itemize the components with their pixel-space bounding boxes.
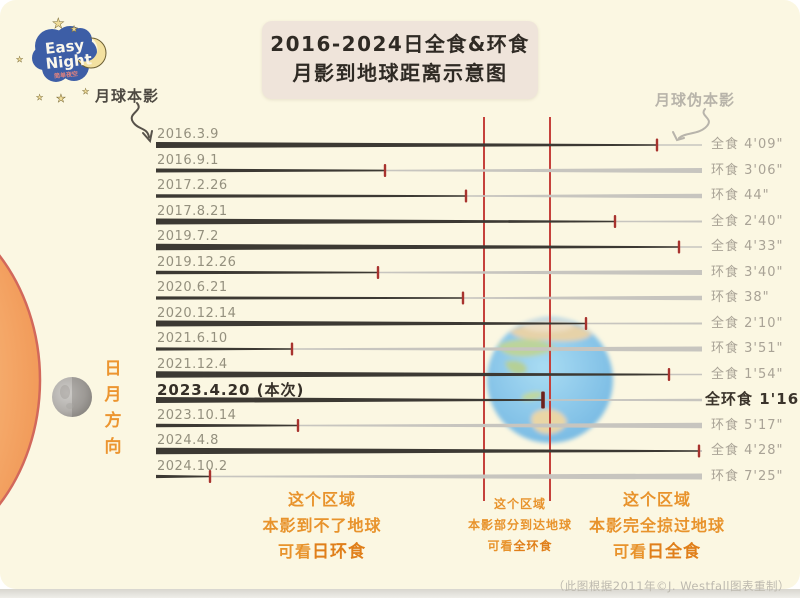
shadow-bars-layer: [156, 138, 702, 483]
umbra-tip-tick: [584, 317, 588, 330]
umbra-bar: [156, 218, 615, 225]
region-annotation-total: 这个区域 本影完全掠过地球 可看日全食: [588, 490, 725, 562]
umbra-bar: [156, 397, 543, 403]
antumbra-bar: [292, 346, 702, 352]
direction-label: 日 月 方 向: [104, 359, 122, 457]
umbra-label: 月球本影: [95, 87, 160, 105]
row-result-label: 全食 4'09": [711, 137, 784, 152]
umbra-bar: [156, 474, 210, 479]
row-date-label: 2017.2.26: [157, 178, 228, 193]
row-date-label: 2024.4.8: [157, 433, 219, 448]
row-date-label: 2016.3.9: [157, 127, 219, 142]
row-date-label: 2017.8.21: [157, 203, 228, 219]
row-result-label: 全环食 1'16": [705, 390, 800, 408]
umbra-tip-tick: [208, 470, 212, 483]
region-annotation-hybrid: 这个区域 本影部分到达地球 可看全环食: [467, 497, 572, 553]
umbra-bar: [156, 168, 385, 173]
umbra-bar: [156, 347, 292, 351]
row-result-label: 全食 4'28": [711, 443, 784, 458]
umbra-tip-tick: [383, 164, 387, 177]
umbra-bar: [156, 270, 378, 275]
row-date-label: 2020.6.21: [157, 280, 228, 295]
umbra-tip-tick: [655, 138, 659, 152]
umbra-tip-tick: [613, 215, 617, 228]
logo-star-icon: ★: [52, 16, 65, 32]
row-result-label: 环食 5'17": [711, 417, 784, 433]
row-result-label: 全食 2'10": [711, 315, 784, 331]
credit-note: （此图根据2011年©J. Westfall图表重制）: [552, 579, 790, 593]
row-result-label: 环食 3'06": [711, 162, 784, 178]
title-line-2: 月影到地球距离示意图: [292, 61, 508, 85]
sun-illustration: [0, 254, 42, 506]
umbra-tip-tick: [296, 419, 300, 432]
logo-star-icon: ★: [16, 55, 23, 64]
region-boundary-line-earth-center: [549, 117, 551, 501]
umbra-bar: [156, 447, 699, 455]
antumbra-bar: [679, 246, 702, 248]
antumbra-bar: [657, 144, 702, 146]
row-result-label: 环食 38": [711, 290, 770, 305]
umbra-bar: [156, 320, 586, 327]
row-result-label: 环食 7'25": [711, 468, 784, 484]
umbra-bar: [156, 243, 679, 251]
region-annotation-annular: 这个区域 本影到不了地球 可看日环食: [262, 490, 382, 562]
row-date-label: 2020.12.14: [157, 305, 237, 321]
logo-star-icon: ★: [70, 25, 78, 35]
antumbra-bar: [463, 295, 702, 301]
antumbra-bar: [586, 322, 702, 325]
antumbra-bar: [385, 168, 702, 173]
row-result-label: 环食 3'51": [711, 341, 784, 356]
logo-star-icon: ★: [56, 92, 66, 105]
umbra-tip-tick: [541, 391, 545, 409]
row-date-label: 2021.12.4: [157, 356, 228, 372]
moon-illustration: [52, 377, 92, 417]
logo-star-icon: ★: [36, 93, 43, 102]
row-date-label: 2023.4.20 (本次): [157, 381, 305, 399]
logo-star-icon: ★: [82, 87, 89, 96]
row-date-label: 2021.6.10: [157, 331, 228, 346]
umbra-tip-tick: [461, 291, 465, 305]
umbra-arrow-icon: [130, 102, 153, 144]
antumbra-label: 月球伪本影: [655, 91, 736, 109]
antumbra-bar: [669, 373, 702, 376]
row-date-label: 2024.10.2: [157, 458, 228, 474]
row-date-label: 2023.10.14: [157, 407, 237, 423]
easy-night-logo: ★ ★ ★ ★ ★ ★ Easy Night 简单夜空: [16, 16, 107, 105]
umbra-bar: [156, 371, 669, 378]
umbra-tip-tick: [464, 189, 468, 203]
umbra-bar: [156, 194, 466, 198]
umbra-tip-tick: [667, 368, 671, 381]
umbra-bar: [156, 296, 463, 300]
row-date-label: 2019.7.2: [157, 229, 219, 244]
row-result-label: 全食 1'54": [711, 366, 784, 382]
region-boundary-line-near-surface: [483, 117, 485, 501]
antumbra-bar: [543, 398, 702, 402]
logo-line2: Night: [45, 50, 93, 73]
row-result-label: 环食 44": [711, 188, 770, 203]
logo-subtext: 简单夜空: [54, 70, 79, 80]
bottom-edge-strip: [0, 589, 800, 598]
row-result-label: 全食 2'40": [711, 213, 784, 229]
umbra-tip-tick: [677, 240, 681, 254]
title-line-1: 2016-2024日全食&环食: [270, 32, 530, 56]
umbra-tip-tick: [697, 444, 701, 458]
antumbra-bar: [615, 220, 702, 223]
row-date-label: 2019.12.26: [157, 254, 237, 270]
row-result-label: 全食 4'33": [711, 239, 784, 254]
logo-line1: Easy: [44, 36, 85, 58]
antumbra-bar: [298, 422, 702, 429]
umbra-bar: [156, 423, 298, 428]
title-box: 2016-2024日全食&环食 月影到地球距离示意图: [262, 21, 538, 99]
antumbra-bar: [210, 473, 702, 480]
umbra-tip-tick: [290, 342, 294, 356]
antumbra-bar: [466, 193, 702, 199]
umbra-tip-tick: [376, 266, 380, 279]
antumbra-arrow-icon: [672, 108, 710, 142]
antumbra-bar: [378, 270, 702, 275]
row-date-label: 2016.9.1: [157, 152, 219, 168]
umbra-bar: [156, 142, 657, 148]
row-result-label: 环食 3'40": [711, 264, 784, 280]
